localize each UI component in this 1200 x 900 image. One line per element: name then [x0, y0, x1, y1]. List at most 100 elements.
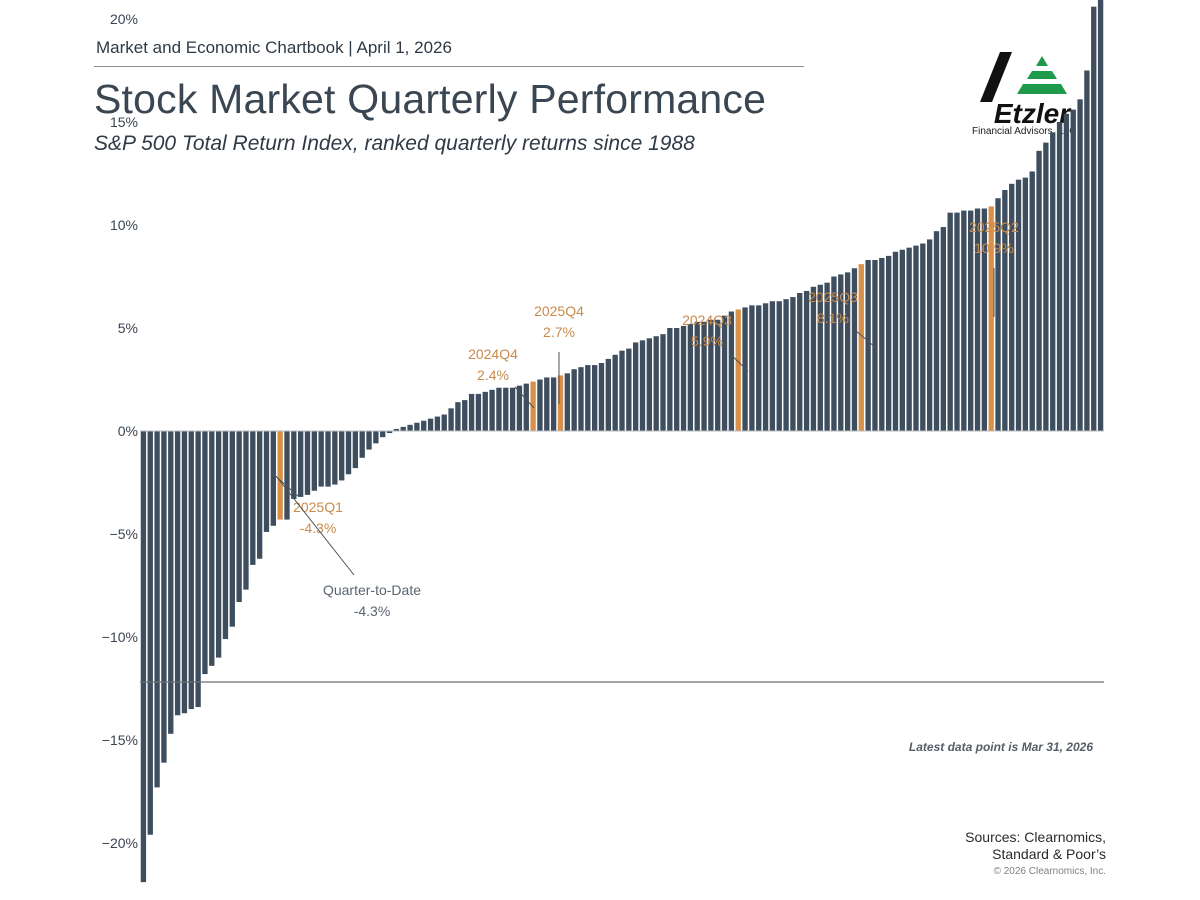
bar: [407, 424, 413, 431]
bar: [250, 431, 256, 565]
bar: [933, 231, 940, 431]
annotation-value: 2.4%: [477, 367, 509, 383]
bar: [680, 325, 687, 431]
y-tick-label: −20%: [102, 835, 138, 851]
bar: [325, 431, 331, 487]
bar: [961, 210, 967, 431]
bar: [926, 239, 933, 431]
bar: [865, 260, 871, 431]
highlighted-bar: [277, 431, 283, 520]
annotation-value: 5.9%: [691, 333, 723, 349]
bar: [229, 431, 235, 627]
highlighted-bar: [557, 375, 564, 431]
bar: [803, 290, 810, 431]
bar: [414, 422, 420, 431]
bar: [1070, 109, 1076, 431]
y-tick-label: 0%: [118, 423, 138, 439]
bar: [304, 431, 311, 495]
bar: [639, 340, 646, 431]
annotation-value: 2.7%: [543, 324, 575, 340]
bar: [489, 389, 495, 431]
bar: [1029, 171, 1035, 431]
bar: [441, 414, 447, 431]
sources-block: Sources: Clearnomics, Standard & Poor’s: [965, 829, 1106, 863]
bar: [626, 348, 632, 431]
bar: [366, 431, 372, 450]
annotation-value: 8.1%: [817, 310, 849, 326]
bar: [1091, 6, 1097, 431]
bar: [817, 284, 823, 431]
annotation-leader-line: [854, 329, 877, 349]
highlighted-bar: [988, 206, 994, 431]
bar: [339, 431, 345, 481]
bar: [838, 274, 844, 431]
logo-slash-shape: [980, 52, 1012, 102]
annotation-value: -4.3%: [354, 603, 391, 619]
bar: [687, 323, 694, 431]
annotation-label: 2025Q2: [969, 219, 1019, 235]
bar: [790, 297, 796, 431]
bar: [352, 431, 359, 469]
page-title: Stock Market Quarterly Performance: [94, 76, 767, 122]
annotation-leader-line: [728, 352, 749, 372]
bar: [591, 365, 598, 431]
page-subtitle: S&P 500 Total Return Index, ranked quart…: [94, 132, 695, 155]
bar: [243, 431, 249, 590]
latest-data-note: Latest data point is Mar 31, 2026: [908, 740, 1093, 754]
highlighted-bar: [858, 264, 864, 431]
bar: [202, 431, 208, 675]
logo-triangle-mid: [1027, 71, 1057, 79]
bar: [523, 383, 529, 431]
bar: [653, 336, 659, 431]
bar: [140, 431, 147, 883]
y-tick-label: −5%: [110, 526, 138, 542]
bar: [209, 431, 215, 666]
bar: [195, 431, 201, 708]
bar: [913, 245, 919, 431]
bar: [550, 377, 557, 431]
bar: [393, 428, 400, 431]
bar: [769, 301, 776, 431]
logo-triangle-top: [1036, 56, 1048, 66]
annotation-leader-line: [275, 475, 355, 576]
logo-caption: Financial Advisors, LLC: [972, 126, 1077, 137]
bar: [920, 243, 926, 431]
chartbook-header: Market and Economic Chartbook | April 1,…: [96, 38, 452, 57]
bar: [947, 212, 953, 431]
bar: [1056, 122, 1063, 431]
bar: [332, 431, 338, 485]
bar: [844, 272, 851, 431]
bar: [503, 387, 509, 431]
bar: [236, 431, 242, 602]
bar: [981, 208, 988, 431]
bar: [619, 350, 625, 431]
bar: [168, 431, 174, 734]
bar: [598, 363, 605, 431]
bar: [892, 251, 899, 431]
bar: [1097, 0, 1104, 431]
bar: [1009, 183, 1015, 431]
bar: [1002, 189, 1008, 431]
bar: [318, 431, 324, 487]
bar: [715, 319, 721, 431]
bar: [1063, 113, 1070, 431]
annotation-label: 2025Q3: [808, 289, 858, 305]
y-tick-label: −15%: [102, 732, 138, 748]
bar: [940, 227, 946, 431]
bar: [386, 431, 393, 434]
bar: [544, 377, 550, 431]
y-tick-label: −10%: [102, 629, 138, 645]
bar: [284, 431, 290, 520]
bar: [462, 400, 468, 431]
header-divider: [94, 66, 804, 67]
bar: [646, 338, 653, 431]
bar: [1043, 142, 1049, 431]
bar: [154, 431, 160, 788]
bar: [427, 418, 434, 431]
bar: [222, 431, 229, 640]
bar: [1022, 177, 1029, 431]
bar: [776, 301, 782, 431]
bar: [161, 431, 167, 763]
bar: [968, 210, 974, 431]
